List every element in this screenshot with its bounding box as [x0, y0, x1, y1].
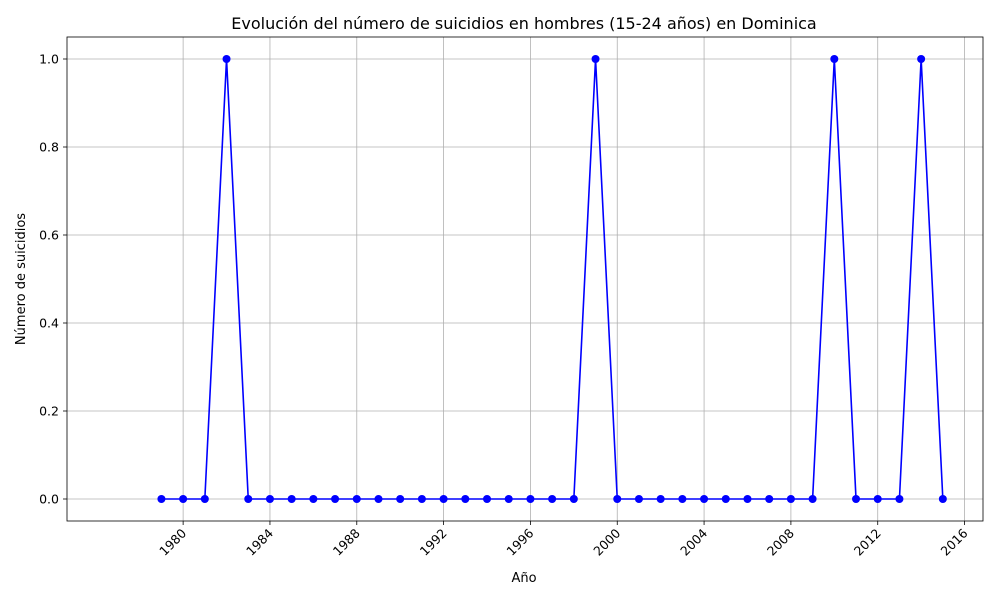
data-point: [569, 495, 578, 503]
x-tick-label: 2000: [590, 525, 623, 558]
data-point: [265, 495, 274, 503]
data-point: [895, 495, 904, 503]
data-point: [656, 495, 665, 503]
x-tick-label: 1992: [417, 526, 450, 559]
data-point: [743, 495, 752, 503]
x-tick-label: 1980: [156, 525, 189, 558]
data-point: [613, 495, 622, 503]
x-tick-label: 1996: [503, 525, 536, 558]
data-point: [287, 495, 296, 503]
x-tick-label: 1984: [243, 525, 276, 558]
data-point: [439, 495, 448, 503]
x-tick-label: 2004: [677, 525, 710, 558]
x-tick-label: 1988: [330, 525, 363, 558]
data-point: [873, 495, 882, 503]
data-point: [765, 495, 774, 503]
data-point: [700, 495, 709, 503]
x-axis-label: Año: [511, 571, 536, 586]
data-point: [938, 495, 947, 503]
y-tick-label: 0.2: [39, 404, 59, 419]
y-tick-label: 0.6: [39, 228, 59, 243]
data-point: [917, 55, 926, 63]
data-point: [200, 495, 209, 503]
data-point: [396, 495, 405, 503]
y-tick-label: 0.0: [39, 492, 59, 507]
grid-lines: [67, 37, 983, 521]
data-point: [309, 495, 318, 503]
data-point: [808, 495, 817, 503]
data-point: [721, 495, 730, 503]
data-point: [244, 495, 253, 503]
data-point: [461, 495, 470, 503]
data-point: [417, 495, 426, 503]
y-tick-label: 0.8: [39, 140, 59, 155]
data-point: [634, 495, 643, 503]
x-tick-label: 2008: [764, 525, 797, 558]
data-point: [548, 495, 557, 503]
y-tick-label: 0.4: [39, 316, 59, 331]
data-point: [157, 495, 166, 503]
data-point: [830, 55, 839, 63]
y-axis-label: Número de suicidios: [14, 213, 29, 345]
chart-title: Evolución del número de suicidios en hom…: [231, 14, 816, 33]
data-point: [504, 495, 513, 503]
data-point: [222, 55, 231, 63]
data-point: [591, 55, 600, 63]
data-point: [331, 495, 340, 503]
data-point: [852, 495, 861, 503]
data-point: [786, 495, 795, 503]
data-point: [374, 495, 383, 503]
series-group: [157, 55, 947, 503]
y-tick-label: 1.0: [39, 52, 59, 67]
axes: [63, 36, 984, 525]
data-point: [352, 495, 361, 503]
x-tick-label: 2012: [851, 526, 884, 559]
x-tick-label: 2016: [938, 525, 971, 558]
data-point: [483, 495, 492, 503]
data-point: [526, 495, 535, 503]
plot-frame: [66, 36, 984, 522]
series-line: [161, 58, 944, 500]
data-point: [179, 495, 188, 503]
data-point: [678, 495, 687, 503]
